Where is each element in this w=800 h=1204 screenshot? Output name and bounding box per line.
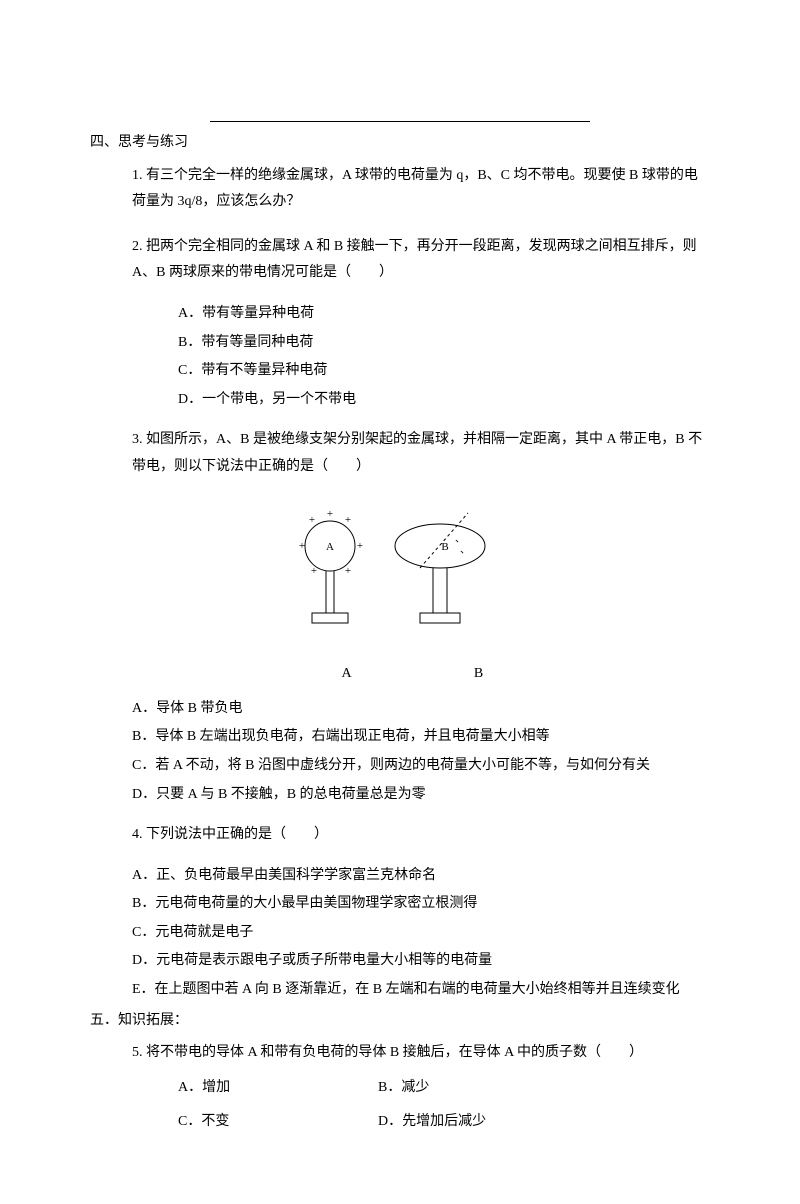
question-3-stem: 3. 如图所示，A、B 是被绝缘支架分别架起的金属球，并相隔一定距离，其中 A … [132,427,710,480]
diagram-label-b: B [441,541,448,553]
q4-option-e: E．在上题图中若 A 向 B 逐渐靠近，在 B 左端和右端的电荷量大小始终相等并… [132,977,710,1004]
q4-option-c: C．元电荷就是电子 [132,920,710,947]
svg-text:、: 、 [455,534,465,545]
q2-option-a: A．带有等量异种电荷 [178,301,710,328]
section-4-title: 四、思考与练习 [90,130,710,157]
q3-option-a: A．导体 B 带负电 [132,696,710,723]
svg-text:+: + [345,565,351,577]
question-5-stem: 5. 将不带电的导体 A 和带有负电荷的导体 B 接触后，在导体 A 中的质子数… [132,1040,710,1067]
document-page: 四、思考与练习 1. 有三个完全一样的绝缘金属球，A 球带的电荷量为 q，B、C… [0,0,800,1204]
header-rule-line [210,120,590,122]
q3-option-c: C．若 A 不动，将 B 沿图中虚线分开，则两边的电荷量大小可能不等，与如何分有… [132,753,710,780]
diagram-label-a: A [326,541,334,553]
q5-option-row-2: C．不变 D．先增加后减少 [178,1109,710,1136]
q5-option-a: A．增加 [178,1075,378,1102]
q3-option-b: B．导体 B 左端出现负电荷，右端出现正电荷，并且电荷量大小相等 [132,724,710,751]
question-2-stem: 2. 把两个完全相同的金属球 A 和 B 接触一下，再分开一段距离，发现两球之间… [132,234,710,287]
svg-text:+: + [327,508,333,520]
q2-option-d: D．一个带电，另一个不带电 [178,387,710,414]
q4-option-a: A．正、负电荷最早由美国科学学家富兰克林命名 [132,863,710,890]
q3-diagram-labels: A B [90,661,710,688]
q3-label-a: A [302,661,392,688]
q5-option-c: C．不变 [178,1109,378,1136]
q5-option-row-1: A．增加 B．减少 [178,1075,710,1102]
q3-option-d: D．只要 A 与 B 不接触，B 的总电荷量总是为零 [132,782,710,809]
q4-option-b: B．元电荷电荷量的大小最早由美国物理学家密立根测得 [132,891,710,918]
svg-text:+: + [299,540,305,552]
section-5-title: 五．知识拓展： [90,1008,710,1035]
q5-option-d: D．先增加后减少 [378,1109,578,1136]
svg-text:+: + [357,540,363,552]
q3-diagram: A + + + + + + + B 、 [90,501,710,652]
svg-text:、: 、 [460,545,470,556]
q2-option-c: C．带有不等量异种电荷 [178,358,710,385]
svg-text:+: + [345,514,351,526]
svg-text:+: + [311,565,317,577]
q2-option-b: B．带有等量同种电荷 [178,330,710,357]
q5-option-b: B．减少 [378,1075,578,1102]
q3-label-b: B [459,661,499,688]
svg-text:+: + [309,514,315,526]
question-4-stem: 4. 下列说法中正确的是（ ） [132,822,710,849]
question-1: 1. 有三个完全一样的绝缘金属球，A 球带的电荷量为 q，B、C 均不带电。现要… [132,163,710,216]
q4-option-d: D．元电荷是表示跟电子或质子所带电量大小相等的电荷量 [132,948,710,975]
